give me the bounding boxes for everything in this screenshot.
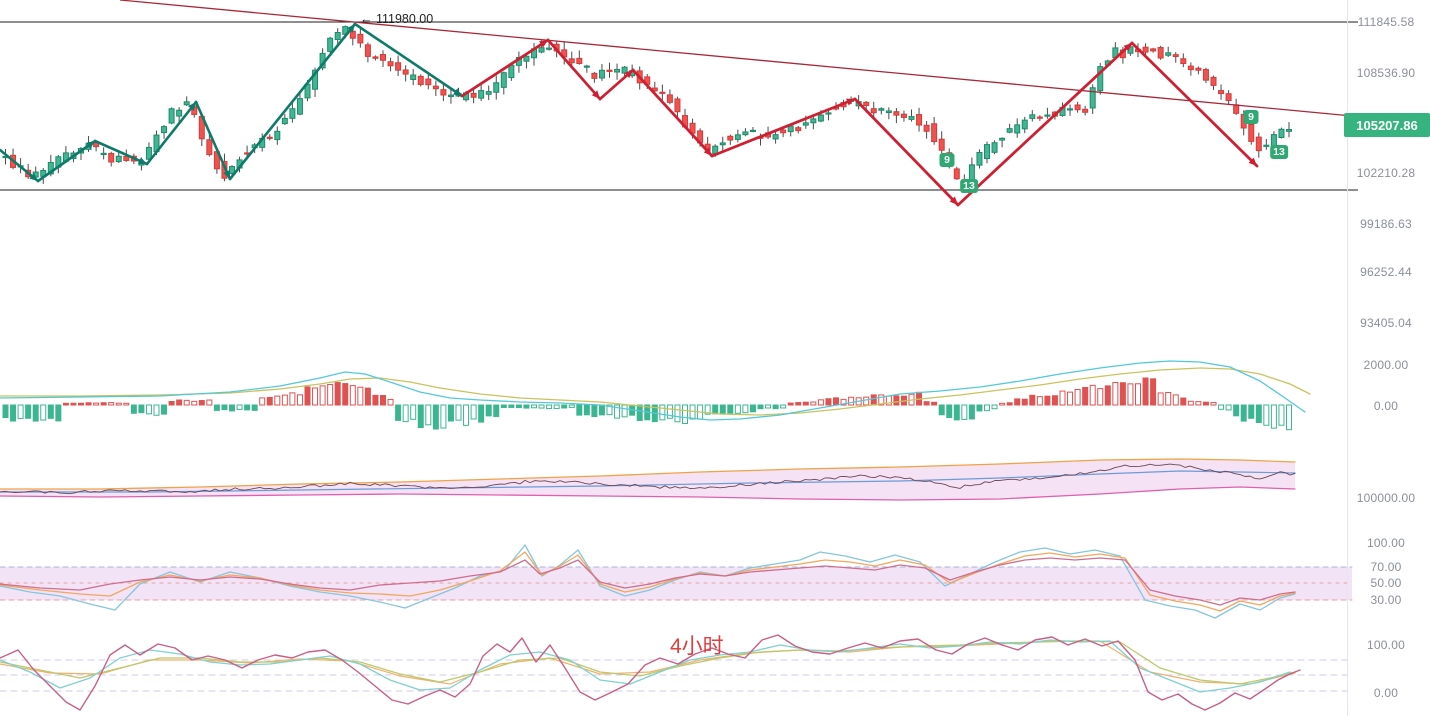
main-price-panel (0, 0, 1358, 207)
peak-price-annotation: ← 111980.00 (360, 12, 434, 26)
macd-panel (0, 360, 1311, 431)
main-axis-label: 102210.28 (1356, 166, 1416, 180)
rsi-axis-label: 100.00 (1367, 536, 1405, 550)
main-axis-label: 111845.58 (1357, 15, 1415, 29)
rsi-axis-label: 30.00 (1370, 593, 1402, 607)
rsi-panel (0, 544, 1353, 619)
kdj-axis-label: 100.00 (1367, 638, 1405, 652)
count-badge-13: 13 (960, 179, 978, 193)
bands-panel (0, 458, 1296, 501)
count-badge-9: 9 (939, 153, 955, 167)
kdj-axis-label: 0.00 (1373, 686, 1399, 700)
timeframe-label: 4小时 (670, 635, 724, 658)
price-axis-separator (1347, 0, 1348, 716)
main-axis-label: 99186.63 (1360, 217, 1412, 231)
macd-axis-label: 2000.00 (1363, 358, 1409, 372)
kdj-panel (0, 634, 1353, 711)
rsi-axis-label: 70.00 (1370, 560, 1402, 574)
bands-axis-label: 100000.00 (1356, 491, 1416, 505)
count-badge-13: 13 (1270, 145, 1288, 159)
main-axis-label: 96252.44 (1360, 265, 1412, 279)
main-axis-label: 93405.04 (1360, 316, 1412, 330)
macd-axis-label: 0.00 (1373, 399, 1399, 413)
count-badge-9: 9 (1243, 110, 1259, 124)
current-price-label: 105207.86 (1344, 113, 1430, 137)
rsi-axis-label: 50.00 (1370, 576, 1402, 590)
main-axis-label: 108536.90 (1356, 66, 1416, 80)
